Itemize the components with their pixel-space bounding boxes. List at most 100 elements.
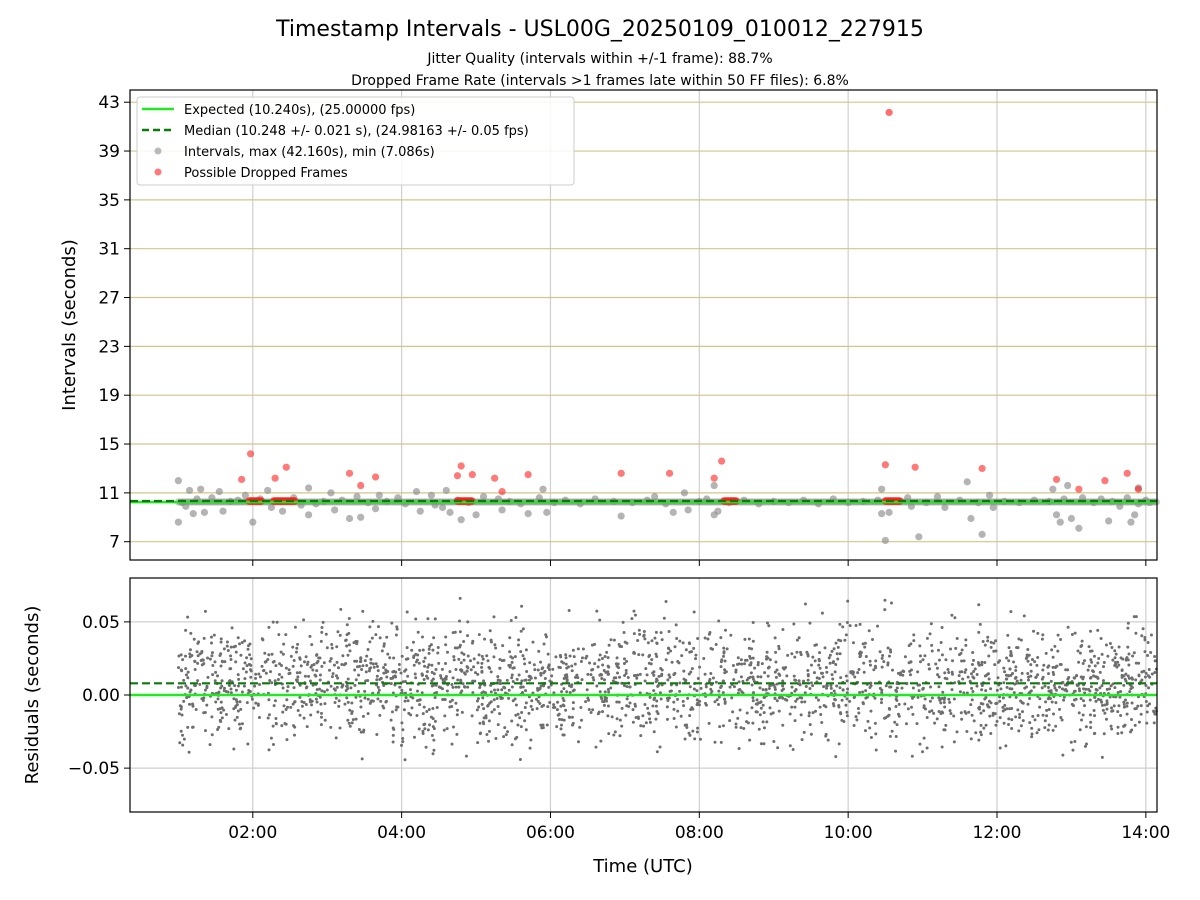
residual-point (1140, 678, 1144, 682)
residual-point (636, 715, 640, 719)
residual-point (760, 662, 764, 666)
residual-point (838, 622, 842, 626)
residual-point (278, 662, 282, 666)
residual-point (655, 750, 659, 754)
residual-point (788, 744, 792, 748)
residual-point (987, 677, 991, 681)
residual-point (687, 731, 691, 735)
residual-point (995, 719, 999, 723)
residual-point (208, 743, 212, 747)
residual-point (818, 651, 822, 655)
residual-point (191, 725, 195, 729)
residual-point (660, 668, 664, 672)
residual-point (280, 675, 284, 679)
intervals-ytick-label-27: 27 (98, 289, 120, 309)
residual-point (498, 712, 502, 716)
residual-point (237, 722, 241, 726)
residual-point (182, 678, 186, 682)
dropped-point-6 (371, 473, 380, 481)
residual-point (364, 670, 368, 674)
residual-point (1029, 674, 1033, 678)
residual-point (371, 662, 375, 666)
residual-point (316, 659, 320, 663)
residual-point (302, 618, 306, 622)
residual-point (606, 714, 610, 718)
residual-point (1080, 644, 1084, 648)
residual-point (1021, 719, 1025, 723)
residual-point (1038, 705, 1042, 709)
residual-point (292, 733, 296, 737)
residual-point (930, 696, 934, 700)
residual-point (980, 683, 984, 687)
residual-point (643, 703, 647, 707)
residual-point (346, 700, 350, 704)
residual-point (798, 650, 802, 654)
residual-point (751, 639, 755, 643)
residual-point (690, 667, 694, 671)
residual-point (203, 729, 207, 733)
residual-point (282, 704, 286, 708)
residual-point (562, 687, 566, 691)
residual-point (1130, 676, 1134, 680)
residual-point (652, 730, 656, 734)
residual-point (1079, 675, 1083, 679)
residual-point (925, 746, 929, 750)
residual-point (559, 723, 563, 727)
residual-point (435, 706, 439, 710)
residual-point (244, 670, 248, 674)
residual-point (773, 670, 777, 674)
residual-point (521, 627, 525, 631)
residual-point (884, 684, 888, 688)
dropped-point-18 (911, 463, 919, 471)
residual-point (834, 663, 838, 667)
residual-point (937, 710, 941, 714)
residual-point (992, 641, 996, 645)
residual-point (460, 710, 464, 714)
residual-point (964, 668, 968, 672)
residual-point (310, 703, 314, 707)
residual-point (203, 688, 207, 692)
residual-point (560, 690, 564, 694)
residual-point (632, 650, 636, 654)
residual-point (886, 646, 890, 650)
interval-point-22 (305, 484, 313, 492)
residual-point (445, 689, 449, 693)
residual-point (1105, 687, 1109, 691)
residual-point (519, 685, 523, 689)
residual-point (487, 719, 491, 723)
residual-point (618, 675, 622, 679)
residual-point (418, 648, 422, 652)
residual-point (527, 678, 531, 682)
residual-point (696, 701, 700, 705)
residual-point (806, 654, 810, 658)
residual-point (296, 708, 300, 712)
residual-point (345, 684, 349, 688)
residual-point (874, 659, 878, 663)
residual-point (475, 708, 479, 712)
residual-point (959, 711, 963, 715)
residual-point (969, 703, 973, 707)
residual-point (370, 636, 374, 640)
residual-point (947, 697, 951, 701)
residual-point (644, 667, 648, 671)
interval-point-43 (442, 486, 450, 495)
residual-point (638, 672, 642, 676)
residual-point (350, 701, 354, 705)
residual-point (1116, 660, 1120, 664)
residual-point (186, 686, 190, 690)
residual-point (350, 721, 354, 725)
residual-point (994, 723, 998, 727)
residual-point (368, 625, 372, 629)
residual-point (533, 668, 537, 672)
residual-point (1077, 711, 1081, 715)
residual-point (247, 688, 251, 692)
dropped-point-12 (524, 470, 532, 479)
residual-point (399, 671, 403, 675)
residual-point (213, 660, 217, 664)
residual-point (719, 665, 723, 669)
residual-point (954, 646, 958, 650)
residual-point (269, 736, 273, 740)
residual-point (412, 735, 416, 739)
legend-dropped-label: Possible Dropped Frames (184, 166, 348, 181)
dropped-point-16 (718, 457, 726, 465)
